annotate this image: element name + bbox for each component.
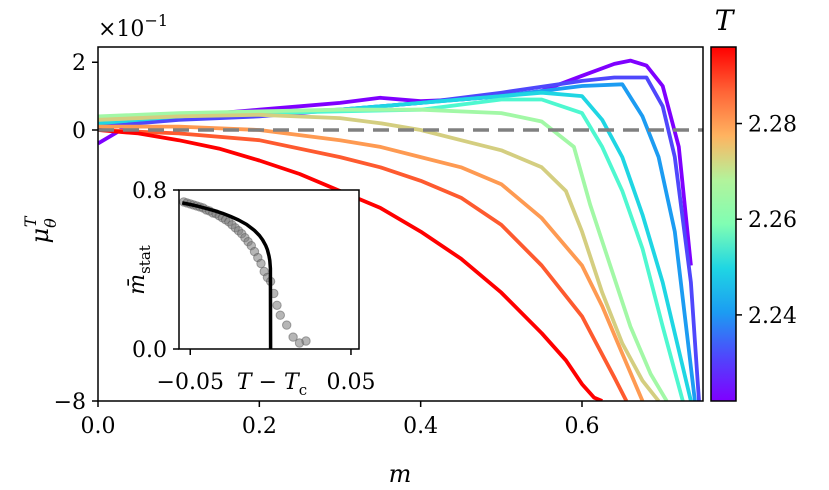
inset-y-label-main: m̄ — [125, 274, 150, 295]
main-y-label-sub: θ — [41, 218, 60, 228]
inset-x-label: T − Tc — [237, 370, 307, 399]
inset-x-ticks: −0.05 0.05 — [157, 349, 375, 395]
inset-plot: −0.05 0.05 0.0 0.8 T − Tc m̄stat — [125, 179, 375, 399]
main-series-group — [98, 58, 701, 401]
main-x-tick-label: 0.0 — [81, 414, 116, 439]
main-y-ticks: −8 0 2 — [54, 51, 98, 415]
inset-fit-curve — [181, 201, 273, 350]
inset-frame — [178, 189, 360, 350]
main-x-label: m — [389, 460, 412, 488]
inset-y-tick-label: 0.8 — [132, 179, 167, 204]
scale-factor-exponent: −1 — [144, 11, 168, 30]
colorbar-ticks: 2.24 2.26 2.28 — [736, 113, 797, 329]
main-x-tick-label: 0.6 — [565, 414, 600, 439]
inset-data-point — [301, 336, 311, 346]
main-x-tick-label: 0.2 — [242, 414, 277, 439]
main-x-ticks: 0.0 0.2 0.4 0.6 — [81, 401, 600, 439]
series-line-5 — [98, 107, 669, 401]
colorbar-label: T — [715, 4, 736, 37]
main-x-tick-label: 0.4 — [403, 414, 438, 439]
inset-y-tick-label: 0.0 — [132, 338, 167, 363]
series-line-8 — [98, 128, 629, 401]
inset-data-point — [256, 258, 266, 269]
inset-data-point — [272, 300, 282, 310]
inset-data-point — [288, 332, 298, 342]
inset-data-point — [282, 320, 292, 330]
series-line-6 — [98, 112, 661, 401]
main-y-tick-label: 2 — [72, 51, 86, 76]
scale-factor: ×10−1 — [98, 11, 168, 42]
colorbar-tick-label: 2.24 — [748, 304, 797, 329]
main-plot: 0.0 0.2 0.4 0.6 −8 0 2 m μθT ×10−1 — [21, 11, 704, 488]
colorbar-tick-label: 2.26 — [748, 208, 797, 233]
series-line-9 — [98, 128, 603, 401]
main-y-tick-label: −8 — [54, 390, 86, 415]
inset-x-label-sub: c — [299, 381, 307, 399]
inset-data-point — [275, 310, 285, 320]
inset-x-tick-label: −0.05 — [157, 370, 224, 395]
main-y-label-main: μ — [26, 228, 54, 244]
main-y-label: μθT — [21, 215, 60, 243]
inset-y-label: m̄stat — [125, 245, 154, 295]
colorbar-gradient — [710, 46, 737, 402]
main-y-label-sup: T — [21, 215, 40, 227]
scale-factor-base: ×10 — [98, 17, 144, 42]
main-y-tick-label: 0 — [72, 119, 86, 144]
inset-y-ticks: 0.0 0.8 — [132, 179, 179, 363]
inset-x-tick-label: 0.05 — [326, 370, 375, 395]
main-plot-frame — [97, 46, 704, 402]
inset-x-label-main: T − T — [237, 370, 301, 395]
inset-y-label-sub: stat — [136, 245, 154, 274]
colorbar: 2.24 2.26 2.28 T — [710, 4, 797, 402]
colorbar-tick-label: 2.28 — [748, 113, 797, 138]
